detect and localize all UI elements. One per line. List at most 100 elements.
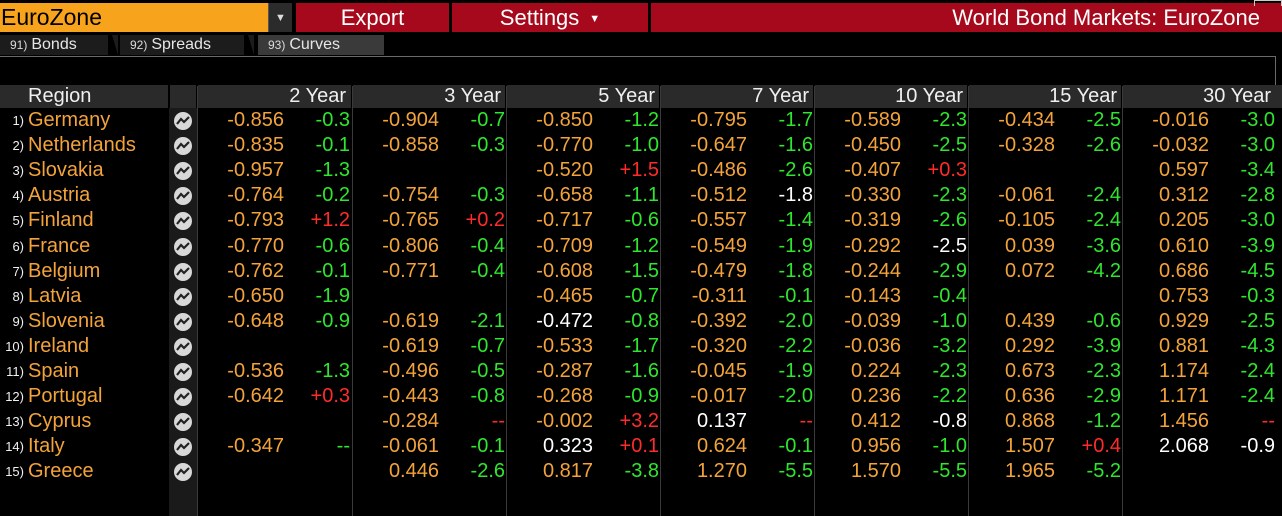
yield-value[interactable]: -0.806: [382, 235, 439, 257]
yield-value[interactable]: -0.328: [998, 134, 1055, 156]
yield-value[interactable]: -0.143: [844, 285, 901, 307]
yield-value[interactable]: -0.061: [998, 184, 1055, 206]
region-name[interactable]: France: [28, 235, 91, 257]
yield-value[interactable]: 1.570: [850, 460, 901, 482]
yield-value[interactable]: 0.236: [850, 385, 901, 407]
yield-value[interactable]: -0.036: [844, 335, 901, 357]
table-row[interactable]: 6) France -0.770 -0.6 -0.806 -0.4 -0.709 -1.2 -0…: [0, 234, 1282, 259]
table-row[interactable]: 14) Italy -0.347 -- -0.061 -0.1 0.323 +0.1 0.624…: [0, 434, 1282, 459]
yield-value[interactable]: [353, 284, 439, 309]
yield-value[interactable]: -0.765: [382, 209, 439, 231]
yield-value[interactable]: -0.557: [690, 209, 747, 231]
settings-menu-button[interactable]: Settings ▼: [452, 3, 648, 32]
region-name[interactable]: Austria: [28, 184, 91, 206]
table-row[interactable]: 5) Finland -0.793 +1.2 -0.765 +0.2 -0.717 -0.6 -…: [0, 208, 1282, 233]
yield-value[interactable]: -0.002: [536, 410, 593, 432]
window-corner-icon[interactable]: [1254, 0, 1282, 6]
yield-value[interactable]: -0.105: [998, 209, 1055, 231]
region-name[interactable]: Cyprus: [28, 410, 92, 432]
curve-chart-icon[interactable]: [174, 137, 192, 155]
table-row[interactable]: 3) Slovakia -0.957 -1.3 -0.520 +1.5 -0.486 -2.6…: [0, 158, 1282, 183]
table-row[interactable]: 12) Portugal -0.642 +0.3 -0.443 -0.8 -0.268 -0.…: [0, 384, 1282, 409]
yield-value[interactable]: [198, 334, 284, 359]
yield-value[interactable]: [198, 409, 284, 434]
yield-value[interactable]: -0.795: [690, 109, 747, 131]
yield-value[interactable]: 0.610: [1158, 235, 1209, 257]
yield-value[interactable]: -0.016: [1152, 109, 1209, 131]
yield-value[interactable]: -0.770: [536, 134, 593, 156]
yield-value[interactable]: -0.268: [536, 385, 593, 407]
yield-value[interactable]: 0.817: [542, 460, 593, 482]
yield-value[interactable]: -0.648: [227, 310, 284, 332]
curve-chart-icon[interactable]: [174, 288, 192, 306]
yield-value[interactable]: [198, 459, 284, 484]
table-row[interactable]: 15) Greece 0.446 -2.6 0.817 -3.8 1.270 -5.5 1.57…: [0, 459, 1282, 484]
yield-value[interactable]: 0.224: [850, 360, 901, 382]
yield-value[interactable]: -0.319: [844, 209, 901, 231]
yield-value[interactable]: -0.764: [227, 184, 284, 206]
yield-value[interactable]: 0.636: [1004, 385, 1055, 407]
table-row[interactable]: 11) Spain -0.536 -1.3 -0.496 -0.5 -0.287 -1.6 -0…: [0, 359, 1282, 384]
yield-value[interactable]: -0.512: [690, 184, 747, 206]
yield-value[interactable]: 0.881: [1158, 335, 1209, 357]
yield-value[interactable]: -0.434: [998, 109, 1055, 131]
yield-value[interactable]: -0.658: [536, 184, 593, 206]
tab-spreads[interactable]: 92) Spreads: [120, 35, 254, 55]
yield-value[interactable]: -0.292: [844, 235, 901, 257]
yield-value[interactable]: -0.330: [844, 184, 901, 206]
yield-value[interactable]: 0.956: [850, 435, 901, 457]
yield-value[interactable]: 0.323: [542, 435, 593, 457]
region-name[interactable]: Greece: [28, 460, 94, 482]
security-dropdown-button[interactable]: ▼: [268, 3, 292, 32]
yield-value[interactable]: 0.673: [1004, 360, 1055, 382]
curve-chart-icon[interactable]: [174, 238, 192, 256]
yield-value[interactable]: -0.589: [844, 109, 901, 131]
region-name[interactable]: Portugal: [28, 385, 103, 407]
yield-value[interactable]: -0.771: [382, 260, 439, 282]
region-name[interactable]: Netherlands: [28, 134, 136, 156]
yield-value[interactable]: -0.244: [844, 260, 901, 282]
table-row[interactable]: 10) Ireland -0.619 -0.7 -0.533 -1.7 -0.320 -2.2…: [0, 334, 1282, 359]
region-name[interactable]: Belgium: [28, 260, 101, 282]
yield-value[interactable]: -0.549: [690, 235, 747, 257]
yield-value[interactable]: -0.536: [227, 360, 284, 382]
curve-chart-icon[interactable]: [174, 338, 192, 356]
region-name[interactable]: Slovakia: [28, 159, 104, 181]
yield-value[interactable]: -0.284: [382, 410, 439, 432]
yield-value[interactable]: -0.647: [690, 134, 747, 156]
yield-value[interactable]: -0.835: [227, 134, 284, 156]
column-header-tenor[interactable]: 5 Year: [598, 85, 655, 107]
yield-value[interactable]: -0.709: [536, 235, 593, 257]
yield-value[interactable]: 0.624: [696, 435, 747, 457]
region-name[interactable]: Spain: [28, 360, 80, 382]
yield-value[interactable]: -0.642: [227, 385, 284, 407]
yield-value[interactable]: 1.507: [1004, 435, 1055, 457]
yield-value[interactable]: -0.443: [382, 385, 439, 407]
yield-value[interactable]: 0.686: [1158, 260, 1209, 282]
curve-chart-icon[interactable]: [174, 388, 192, 406]
yield-value[interactable]: -0.486: [690, 159, 747, 181]
yield-value[interactable]: -0.957: [227, 159, 284, 181]
yield-value[interactable]: -0.496: [382, 360, 439, 382]
yield-value[interactable]: -0.039: [844, 310, 901, 332]
tab-bonds[interactable]: 91) Bonds: [0, 35, 118, 55]
table-row[interactable]: 1) Germany -0.856 -0.3 -0.904 -0.7 -0.850 -1.2 -…: [0, 108, 1282, 133]
curve-chart-icon[interactable]: [174, 313, 192, 331]
yield-value[interactable]: 0.929: [1158, 310, 1209, 332]
security-input[interactable]: EuroZone: [0, 3, 268, 32]
yield-value[interactable]: -0.061: [382, 435, 439, 457]
yield-value[interactable]: 1.174: [1158, 360, 1209, 382]
table-row[interactable]: 4) Austria -0.764 -0.2 -0.754 -0.3 -0.658 -1.1 -…: [0, 183, 1282, 208]
yield-value[interactable]: -0.717: [536, 209, 593, 231]
column-header-tenor[interactable]: 15 Year: [1049, 85, 1117, 107]
yield-value[interactable]: -0.347: [227, 435, 284, 457]
yield-value[interactable]: -0.017: [690, 385, 747, 407]
yield-value[interactable]: 0.072: [1004, 260, 1055, 282]
yield-value[interactable]: -0.520: [536, 159, 593, 181]
yield-value[interactable]: [1123, 459, 1209, 484]
yield-value[interactable]: -0.850: [536, 109, 593, 131]
region-name[interactable]: Ireland: [28, 335, 90, 357]
curve-chart-icon[interactable]: [174, 162, 192, 180]
tab-curves[interactable]: 93) Curves: [258, 35, 384, 55]
yield-value[interactable]: 1.270: [696, 460, 747, 482]
